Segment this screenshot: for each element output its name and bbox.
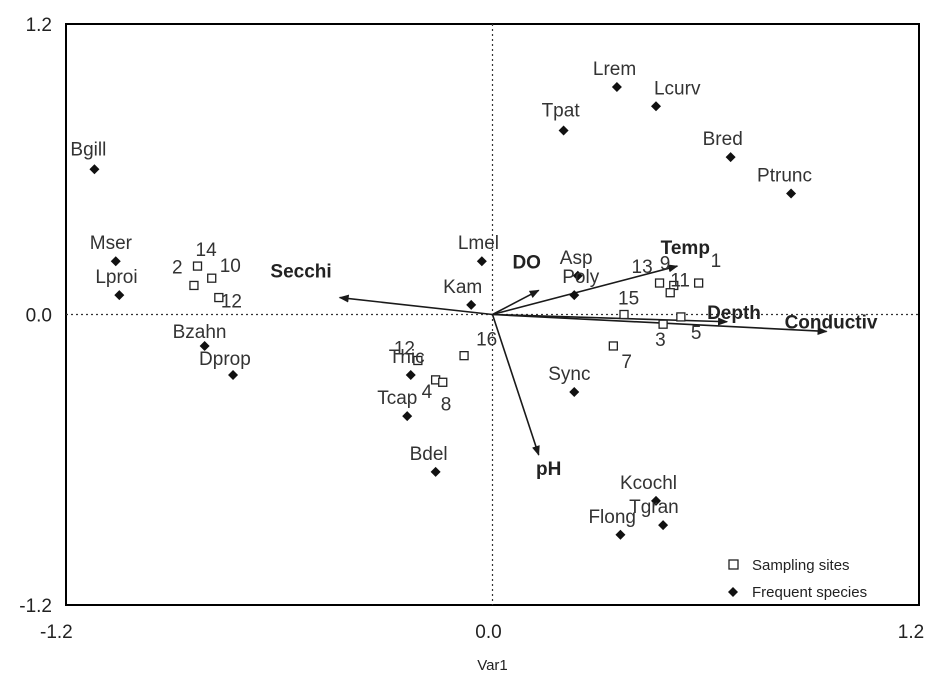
site-marker (665, 288, 675, 298)
species-marker (110, 256, 121, 267)
species-label: Lcurv (654, 78, 701, 99)
species-marker (569, 386, 580, 397)
species-marker (430, 466, 441, 477)
x-axis-title: Var1 (477, 657, 508, 674)
species-label: Lproi (95, 267, 137, 288)
site-label: 5 (691, 323, 702, 344)
site-label: 10 (220, 256, 241, 277)
site-label: 8 (441, 394, 452, 415)
site-marker (459, 351, 469, 361)
legend: Sampling sites Frequent species (728, 557, 867, 601)
species-marker (199, 340, 210, 351)
species-label: Thic (389, 347, 425, 368)
site-marker (189, 280, 199, 291)
site-marker (608, 341, 618, 351)
species-marker (658, 520, 669, 531)
vector-temp (492, 264, 679, 316)
site-label: 9 (660, 253, 671, 274)
x-tick-label: 0.0 (475, 622, 501, 643)
site-label: 1 (711, 251, 722, 272)
legend-species-marker (728, 587, 738, 597)
species-label: Bgill (70, 139, 106, 160)
site-label: 12 (394, 338, 415, 359)
species-label: Bred (703, 129, 743, 150)
site-marker (654, 278, 665, 288)
vector-label-depth: Depth (707, 303, 761, 324)
species-marker (572, 270, 583, 281)
y-tick-label: 1.2 (26, 15, 52, 36)
site-label: 3 (655, 330, 666, 351)
species-label: Sync (548, 364, 590, 385)
species-marker (89, 164, 100, 175)
species-marker (114, 290, 125, 301)
species-label: Tcap (377, 388, 417, 409)
vector-label-secchi: Secchi (270, 262, 331, 283)
site-label: 15 (618, 289, 639, 310)
vector-label-temp: Temp (661, 238, 710, 259)
species-marker (615, 529, 626, 540)
species-marker (611, 81, 622, 92)
species-label: Tgran (629, 497, 679, 518)
site-marker (658, 319, 668, 329)
species-marker (650, 495, 661, 506)
site-marker (413, 355, 423, 366)
site-label: 16 (476, 330, 497, 351)
x-tick-label: 1.2 (898, 622, 924, 643)
site-marker (214, 292, 224, 303)
site-marker (693, 278, 704, 288)
species-marker (786, 188, 797, 199)
x-tick-label: -1.2 (40, 622, 73, 643)
species-marker (558, 125, 569, 136)
vector-label-do: DO (512, 252, 541, 273)
vector-ph (491, 314, 540, 456)
y-tick-label: -1.2 (19, 596, 52, 617)
site-label: 12 (221, 292, 242, 313)
species-marker (569, 290, 580, 301)
species-label: Asp (560, 248, 593, 269)
species-marker (405, 370, 416, 381)
site-label: 13 (632, 257, 653, 278)
species-label: Tpat (542, 101, 581, 122)
species-label: Ptrunc (757, 165, 812, 186)
site-marker (438, 377, 448, 387)
species-marker (402, 411, 413, 422)
species-marker (650, 101, 661, 112)
site-label: 2 (172, 257, 183, 278)
species-label: Lmel (458, 233, 499, 254)
vector-secchi (338, 294, 493, 316)
site-marker (207, 273, 217, 283)
species-label: Kam (443, 277, 482, 298)
vector-label-ph: pH (536, 459, 561, 480)
vector-do (492, 289, 540, 316)
species-label: Mser (90, 233, 133, 254)
species-marker (725, 152, 736, 163)
site-label: 4 (422, 382, 433, 403)
site-label: 11 (670, 271, 690, 292)
vector-label-conductiv: Conductiv (785, 312, 878, 333)
site-marker (192, 261, 203, 271)
legend-site-marker (728, 559, 739, 570)
site-label: 7 (621, 352, 632, 373)
species-label: Bdel (410, 444, 448, 465)
species-marker (466, 299, 477, 310)
legend-label: Frequent species (752, 584, 867, 601)
species-label: Dprop (199, 349, 251, 370)
species-label: Poly (562, 267, 599, 288)
site-marker (619, 309, 629, 320)
species-label: Bzahn (173, 322, 227, 343)
species-label: Lrem (593, 59, 636, 80)
species-marker (476, 256, 487, 267)
site-label: 14 (196, 240, 218, 261)
legend-label: Sampling sites (752, 557, 850, 574)
species-label: Flong (588, 507, 636, 528)
y-tick-label: 0.0 (26, 306, 52, 327)
species-label: Kcochl (620, 473, 677, 494)
species-marker (228, 370, 239, 381)
site-marker (676, 312, 686, 322)
